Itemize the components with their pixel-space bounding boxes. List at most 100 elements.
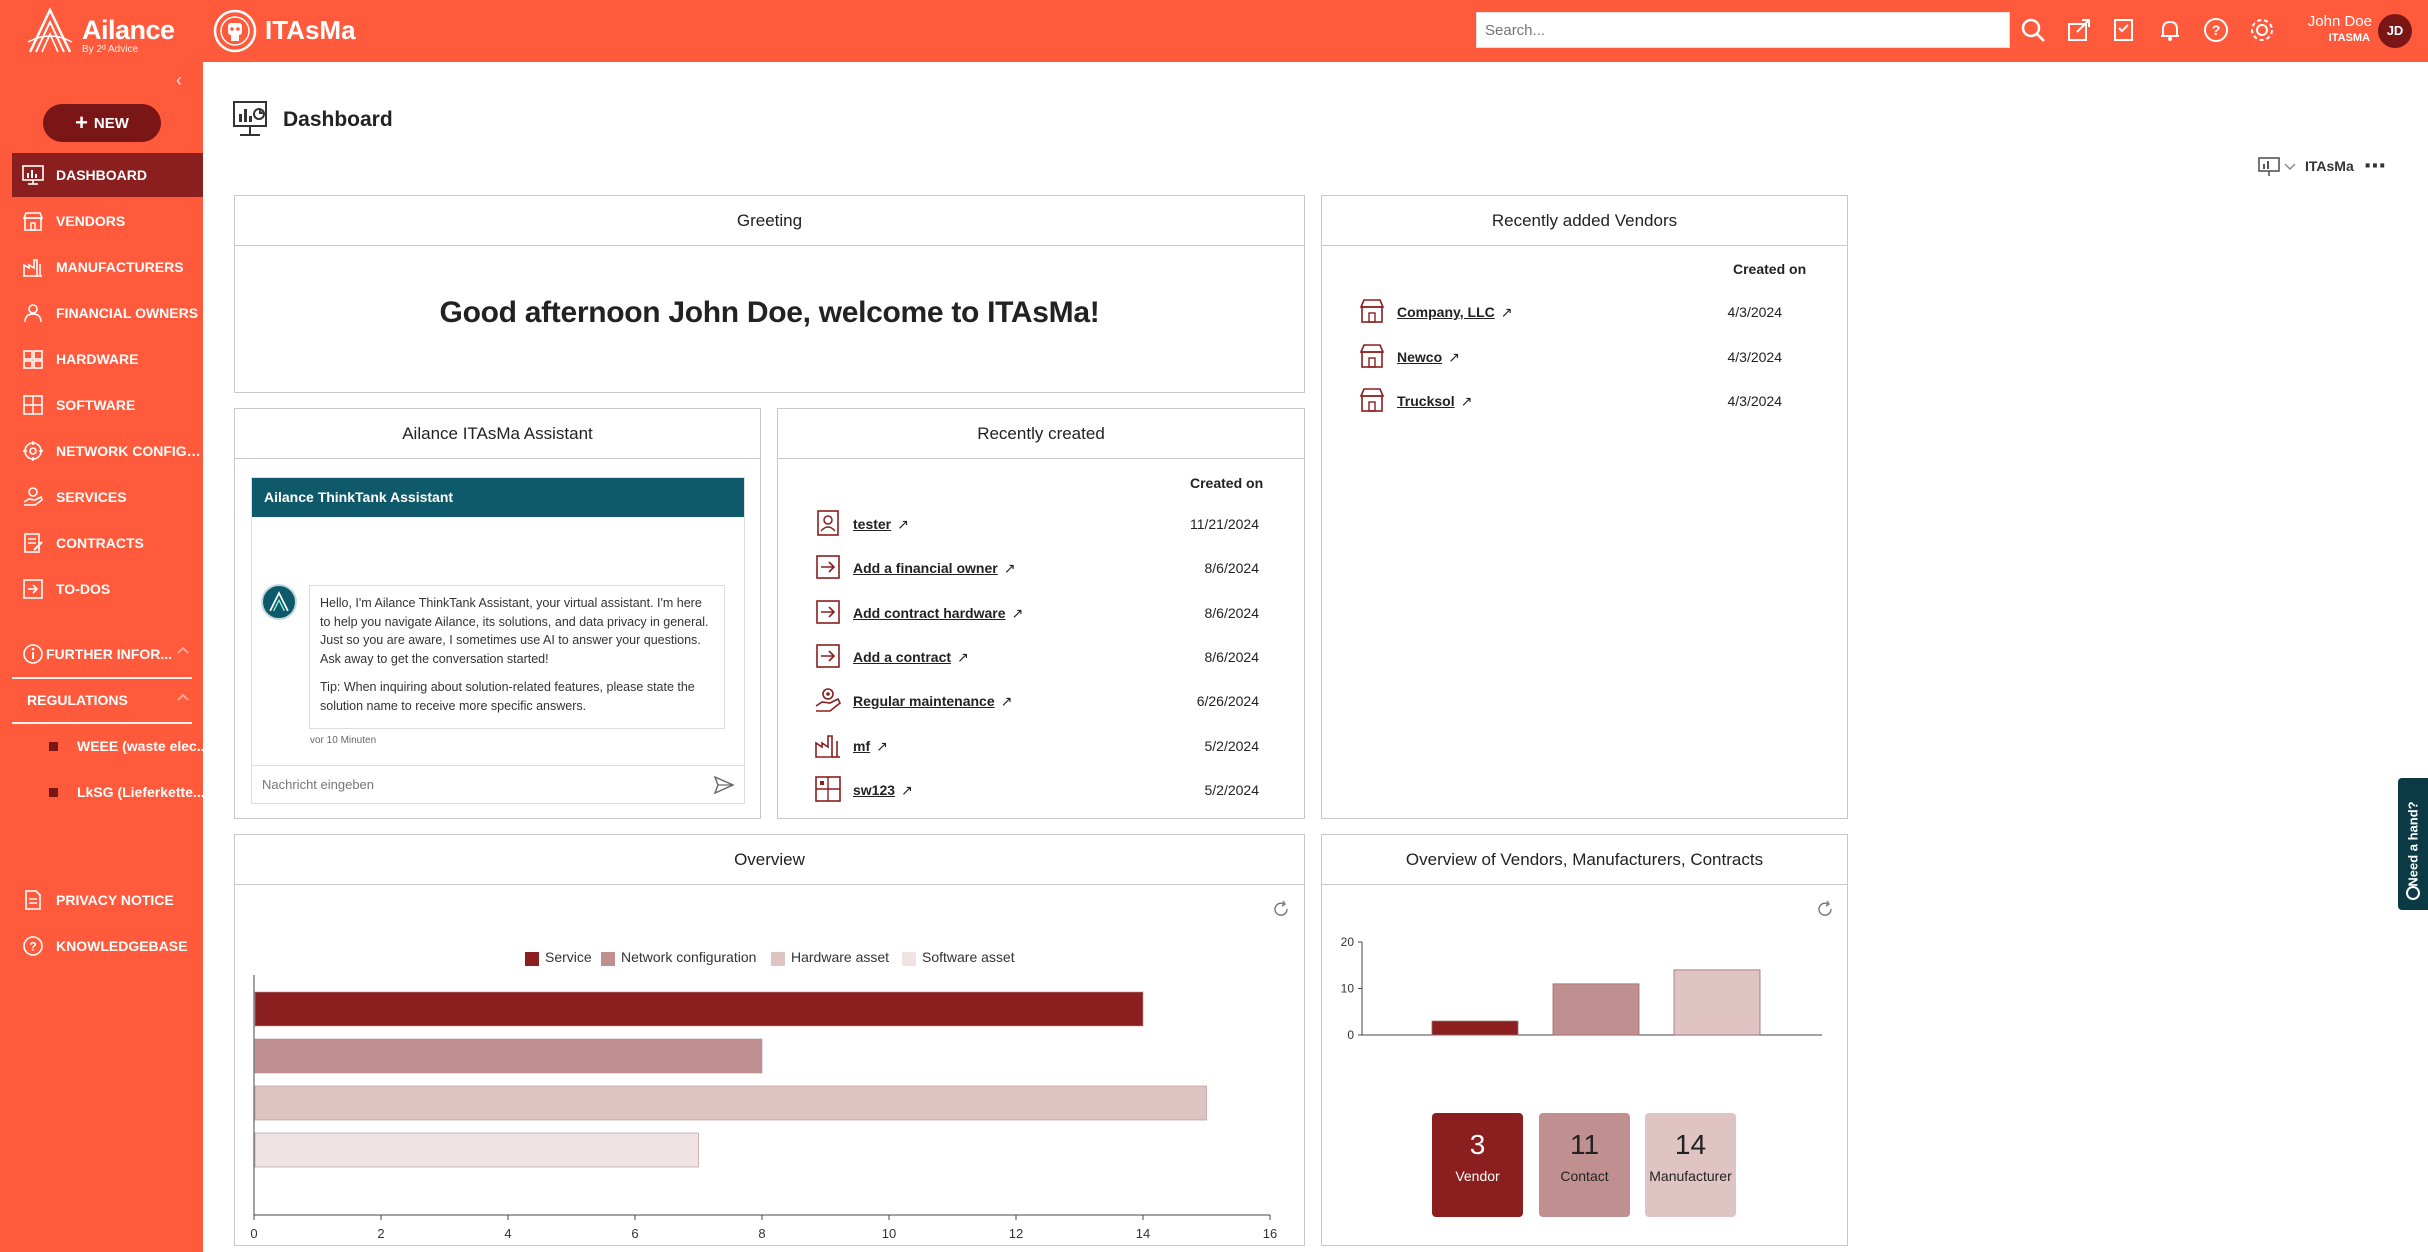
avatar[interactable]: JD <box>2378 14 2412 48</box>
need-a-hand-tab[interactable]: Need a hand? <box>2398 778 2428 910</box>
more-options-icon[interactable]: ⋯ <box>2364 153 2387 178</box>
row-date: 4/3/2024 <box>1727 349 1783 365</box>
sidebar-item-manufacturers[interactable]: MANUFACTURERS <box>12 245 203 289</box>
sidebar-item-todos[interactable]: TO-DOS <box>12 567 203 611</box>
sidebar-item-dashboard[interactable]: DASHBOARD <box>12 153 203 197</box>
external-link-icon: ↗ <box>957 649 969 665</box>
external-link-icon: ↗ <box>1448 349 1460 365</box>
bar-network-configuration[interactable] <box>254 1038 763 1074</box>
stat-tile-manufacturer[interactable]: 14 Manufacturer <box>1645 1113 1736 1217</box>
sidebar-item-regulations[interactable]: REGULATIONS <box>12 680 203 720</box>
chevron-up-icon[interactable] <box>177 645 189 657</box>
arrow-in-icon <box>816 555 840 579</box>
chat-input-placeholder: Nachricht eingeben <box>262 777 375 792</box>
recent-item-name: Add a contract <box>853 649 952 665</box>
gear-icon[interactable] <box>2248 16 2276 44</box>
vendor-icon <box>1359 299 1385 323</box>
recent-item-name: Add contract hardware <box>853 605 1006 621</box>
assistant-card: Ailance ITAsMa Assistant Ailance ThinkTa… <box>234 408 761 819</box>
legend-label: Software asset <box>922 949 1015 965</box>
external-link-icon: ↗ <box>1500 304 1513 320</box>
sidebar-subitem-weee[interactable]: WEEE (waste elec... <box>12 726 209 766</box>
external-link-icon: ↗ <box>1460 393 1473 409</box>
sidebar-item-further-information[interactable]: FURTHER INFOR... <box>12 632 203 676</box>
contract-icon <box>24 533 43 553</box>
app-name[interactable]: ITAsMa <box>265 15 356 45</box>
stat-label: Contact <box>1560 1168 1609 1184</box>
svg-text:?: ? <box>2212 22 2221 38</box>
recent-item-link[interactable]: tester ↗ <box>853 516 909 533</box>
recent-item-link[interactable]: mf ↗ <box>853 738 888 755</box>
ailance-logo-icon <box>27 7 73 53</box>
dashboard-icon <box>22 165 44 185</box>
arrow-in-icon <box>816 600 840 624</box>
stat-tile-vendor[interactable]: 3 Vendor <box>1432 1113 1523 1217</box>
y-tick-label: 20 <box>1341 935 1355 949</box>
chat-input[interactable]: Nachricht eingeben <box>252 765 744 803</box>
bar-service[interactable] <box>254 991 1144 1027</box>
sidebar-item-label: KNOWLEDGEBASE <box>56 938 188 954</box>
dashboard-context-label[interactable]: ITAsMa <box>2305 158 2354 174</box>
bar-vendor[interactable] <box>1431 1020 1519 1036</box>
bar-manufacturer[interactable] <box>1673 969 1761 1036</box>
refresh-icon[interactable] <box>1272 900 1290 918</box>
external-link-icon: ↗ <box>1011 605 1024 621</box>
stat-tile-contact[interactable]: 11 Contact <box>1539 1113 1630 1217</box>
search-input[interactable] <box>1476 12 2010 48</box>
x-tick-label: 12 <box>1009 1226 1023 1241</box>
sidebar-item-privacy-notice[interactable]: PRIVACY NOTICE <box>12 878 203 922</box>
sidebar-item-contracts[interactable]: CONTRACTS <box>12 521 203 565</box>
sidebar-item-vendors[interactable]: VENDORS <box>12 199 203 243</box>
new-button[interactable]: + NEW <box>43 104 161 142</box>
vendor-name: Trucksol <box>1397 393 1455 409</box>
send-icon[interactable] <box>714 776 734 794</box>
sidebar-item-knowledgebase[interactable]: ? KNOWLEDGEBASE <box>12 924 203 968</box>
recent-vendors-card: Recently added Vendors Created on Compan… <box>1321 195 1848 819</box>
recent-item-link[interactable]: Regular maintenance ↗ <box>853 693 1012 710</box>
brand-name: Ailance <box>82 15 175 45</box>
user-name[interactable]: John Doe <box>2307 13 2372 30</box>
recent-item-link[interactable]: sw123 ↗ <box>853 782 913 799</box>
row-date: 11/21/2024 <box>1189 516 1259 532</box>
sidebar-item-hardware[interactable]: HARDWARE <box>12 337 203 381</box>
external-link-icon: ↗ <box>1003 560 1016 576</box>
chevron-up-icon[interactable] <box>177 692 189 704</box>
divider <box>12 722 192 724</box>
help-icon[interactable]: ? <box>2202 16 2230 44</box>
sidebar-item-financial-owners[interactable]: FINANCIAL OWNERS <box>12 291 203 335</box>
task-icon[interactable] <box>2110 16 2138 44</box>
factory-icon <box>23 259 42 277</box>
sidebar-item-network-configurations[interactable]: NETWORK CONFIGU... <box>12 429 203 473</box>
collapse-sidebar-icon[interactable]: ‹ <box>176 70 182 90</box>
bar-contact[interactable] <box>1552 983 1640 1036</box>
bell-icon[interactable] <box>2156 16 2184 44</box>
sidebar-subitem-lksg[interactable]: LkSG (Lieferkette... <box>12 772 205 812</box>
sidebar-item-label: DASHBOARD <box>56 167 147 183</box>
legend-swatch <box>525 952 539 966</box>
vendors-bar-chart: 0 10 20 <box>1341 935 1822 1042</box>
vendor-link[interactable]: Newco ↗ <box>1397 349 1460 366</box>
sidebar-item-services[interactable]: SERVICES <box>12 475 203 519</box>
vendor-link[interactable]: Company, LLC ↗ <box>1397 304 1512 321</box>
dashboard-select-icon[interactable] <box>2258 156 2280 178</box>
overview-vendors-card: Overview of Vendors, Manufacturers, Cont… <box>1321 834 1848 1246</box>
card-title: Overview of Vendors, Manufacturers, Cont… <box>1322 835 1847 885</box>
ailance-logo[interactable]: Ailance By 2ᵈ Advice <box>24 6 184 56</box>
sidebar-item-software[interactable]: SOFTWARE <box>12 383 203 427</box>
info-icon <box>23 644 43 664</box>
recent-item-link[interactable]: Add a contract ↗ <box>853 649 969 666</box>
chevron-down-icon[interactable] <box>2284 160 2296 172</box>
x-tick-label: 0 <box>250 1226 257 1241</box>
recent-item-link[interactable]: Add contract hardware ↗ <box>853 605 1023 622</box>
bullet <box>49 742 58 751</box>
share-icon[interactable] <box>2065 16 2093 44</box>
vendor-link[interactable]: Trucksol ↗ <box>1397 393 1472 410</box>
bar-hardware-asset[interactable] <box>254 1085 1207 1121</box>
refresh-icon[interactable] <box>1816 900 1834 918</box>
todo-icon <box>23 579 43 599</box>
recent-item-link[interactable]: Add a financial owner ↗ <box>853 560 1015 577</box>
search-icon[interactable] <box>2019 16 2047 44</box>
recent-item-name: mf <box>853 738 871 754</box>
external-link-icon: ↗ <box>897 516 909 532</box>
bar-software-asset[interactable] <box>254 1132 699 1168</box>
